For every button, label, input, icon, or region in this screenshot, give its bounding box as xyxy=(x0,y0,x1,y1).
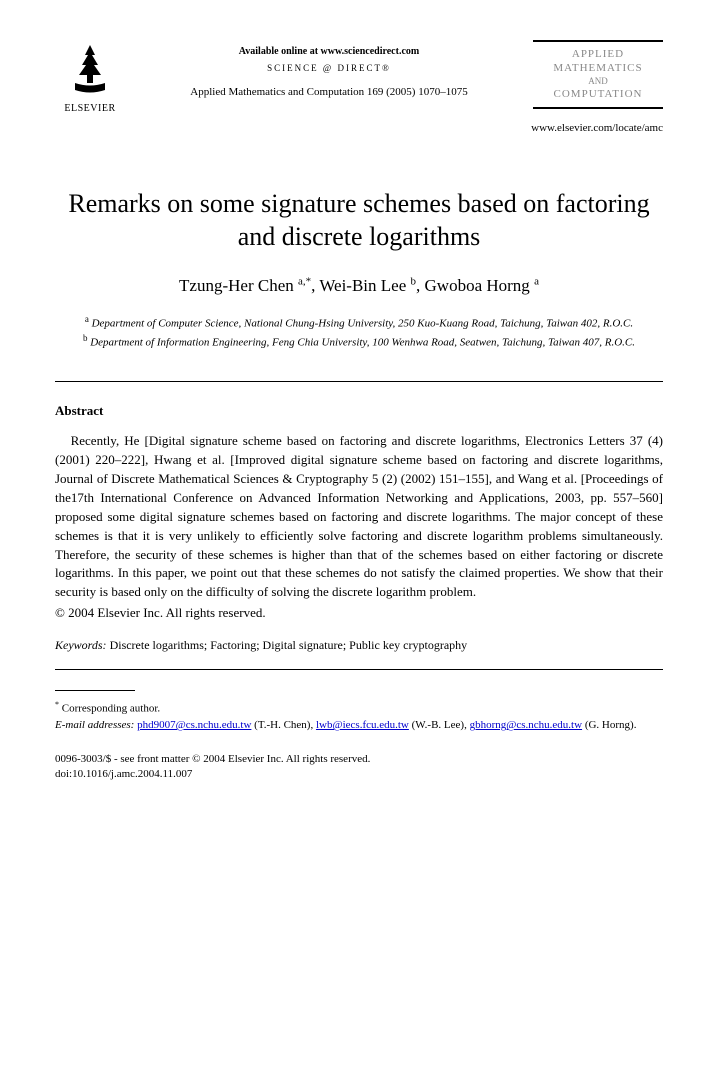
journal-title-box: APPLIED MATHEMATICS AND COMPUTATION xyxy=(533,40,663,109)
footnote-sup: * xyxy=(55,700,59,709)
locate-url[interactable]: www.elsevier.com/locate/amc xyxy=(55,121,663,136)
footnote-divider xyxy=(55,690,135,691)
footer: 0096-3003/$ - see front matter © 2004 El… xyxy=(55,752,663,783)
author-sup: a,* xyxy=(298,276,311,288)
divider xyxy=(55,381,663,382)
email-label: E-mail addresses: xyxy=(55,719,134,731)
journal-box-line: COMPUTATION xyxy=(536,87,660,101)
divider xyxy=(55,669,663,670)
author-name: Gwoboa Horng xyxy=(425,276,530,295)
science-direct-logo: SCIENCE @ DIRECT® xyxy=(125,62,533,75)
corresponding-author-note: * Corresponding author. xyxy=(55,699,663,717)
affiliation-text: Department of Information Engineering, F… xyxy=(90,337,635,349)
paper-title: Remarks on some signature schemes based … xyxy=(55,187,663,255)
keywords-line: Keywords: Discrete logarithms; Factoring… xyxy=(55,637,663,654)
footnote-text: Corresponding author. xyxy=(62,703,160,715)
available-online-text: Available online at www.sciencedirect.co… xyxy=(125,45,533,59)
email-who: (T.-H. Chen), xyxy=(254,719,313,731)
center-header: Available online at www.sciencedirect.co… xyxy=(125,40,533,100)
journal-box-line: AND xyxy=(536,76,660,88)
keywords-label: Keywords: xyxy=(55,638,107,652)
author-name: Tzung-Her Chen xyxy=(179,276,294,295)
abstract-heading: Abstract xyxy=(55,402,663,420)
journal-box-line: APPLIED xyxy=(536,47,660,61)
header-row: ELSEVIER Available online at www.science… xyxy=(55,40,663,116)
keywords-terms: Discrete logarithms; Factoring; Digital … xyxy=(110,638,468,652)
email-link[interactable]: phd9007@cs.nchu.edu.tw xyxy=(137,719,251,731)
elsevier-tree-icon xyxy=(65,40,115,95)
journal-reference: Applied Mathematics and Computation 169 … xyxy=(125,85,533,100)
author-sup: a xyxy=(534,276,539,288)
author-name: Wei-Bin Lee xyxy=(319,276,406,295)
affiliations: a Department of Computer Science, Nation… xyxy=(55,313,663,351)
publisher-logo: ELSEVIER xyxy=(55,40,125,116)
footer-doi: doi:10.1016/j.amc.2004.11.007 xyxy=(55,767,663,782)
affiliation-sup: a xyxy=(85,314,89,324)
email-who: (G. Horng). xyxy=(585,719,637,731)
email-addresses-line: E-mail addresses: phd9007@cs.nchu.edu.tw… xyxy=(55,717,663,734)
footnotes: * Corresponding author. E-mail addresses… xyxy=(55,699,663,734)
email-who: (W.-B. Lee), xyxy=(412,719,467,731)
email-link[interactable]: lwb@iecs.fcu.edu.tw xyxy=(316,719,409,731)
footer-copyright: 0096-3003/$ - see front matter © 2004 El… xyxy=(55,752,663,767)
authors-line: Tzung-Her Chen a,*, Wei-Bin Lee b, Gwobo… xyxy=(55,274,663,298)
abstract-body: Recently, He [Digital signature scheme b… xyxy=(55,432,663,602)
copyright-line: © 2004 Elsevier Inc. All rights reserved… xyxy=(55,604,663,622)
publisher-name: ELSEVIER xyxy=(55,102,125,116)
email-link[interactable]: gbhorng@cs.nchu.edu.tw xyxy=(470,719,582,731)
affiliation-text: Department of Computer Science, National… xyxy=(92,318,634,330)
affiliation-sup: b xyxy=(83,333,88,343)
journal-box-line: MATHEMATICS xyxy=(536,61,660,75)
author-sup: b xyxy=(411,276,417,288)
